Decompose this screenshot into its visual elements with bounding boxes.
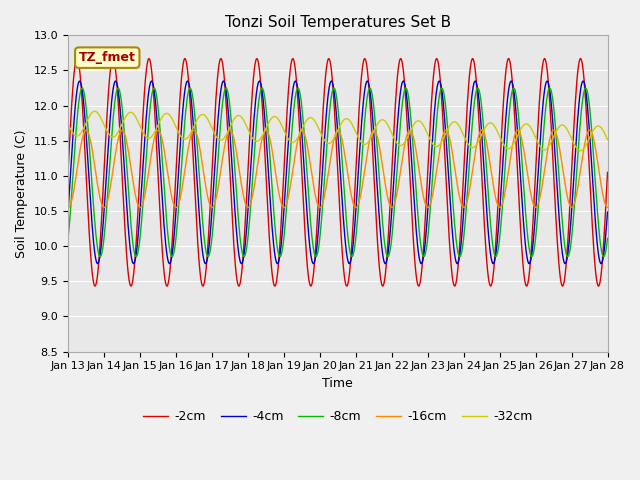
- -2cm: [214, 77, 221, 83]
- -8cm: [419, 252, 427, 258]
- -2cm: [420, 243, 428, 249]
- -4cm: [74, 83, 82, 88]
- -4cm: [310, 261, 317, 266]
- -32cm: [577, 148, 584, 154]
- Line: -8cm: -8cm: [68, 88, 607, 257]
- -4cm: [292, 78, 300, 84]
- -16cm: [190, 127, 198, 133]
- Title: Tonzi Soil Temperatures Set B: Tonzi Soil Temperatures Set B: [225, 15, 451, 30]
- -4cm: [129, 261, 137, 266]
- -8cm: [129, 244, 137, 250]
- -4cm: [420, 247, 428, 253]
- -16cm: [129, 180, 137, 186]
- -32cm: [185, 133, 193, 139]
- -8cm: [212, 176, 220, 182]
- Line: -4cm: -4cm: [68, 81, 607, 264]
- -16cm: [185, 143, 193, 148]
- -2cm: [595, 283, 602, 289]
- -16cm: [172, 204, 180, 210]
- -2cm: [185, 81, 193, 87]
- -32cm: [420, 123, 428, 129]
- -32cm: [64, 121, 72, 127]
- -8cm: [74, 109, 82, 115]
- -32cm: [74, 133, 82, 139]
- -8cm: [184, 90, 192, 96]
- -2cm: [604, 169, 611, 175]
- Line: -2cm: -2cm: [68, 59, 607, 286]
- -16cm: [214, 185, 222, 191]
- X-axis label: Time: Time: [323, 377, 353, 390]
- Legend: -2cm, -4cm, -8cm, -16cm, -32cm: -2cm, -4cm, -8cm, -16cm, -32cm: [138, 405, 538, 428]
- Y-axis label: Soil Temperature (C): Soil Temperature (C): [15, 129, 28, 258]
- -16cm: [74, 162, 82, 168]
- -16cm: [64, 204, 72, 210]
- -16cm: [405, 128, 413, 134]
- -2cm: [73, 56, 81, 61]
- -2cm: [404, 135, 412, 141]
- -8cm: [546, 85, 554, 91]
- -16cm: [420, 198, 428, 204]
- -32cm: [91, 108, 99, 114]
- Text: TZ_fmet: TZ_fmet: [79, 51, 136, 64]
- -32cm: [404, 133, 412, 139]
- -4cm: [604, 209, 611, 215]
- -16cm: [604, 204, 611, 210]
- Line: -16cm: -16cm: [68, 130, 607, 207]
- -8cm: [528, 254, 536, 260]
- -4cm: [405, 116, 413, 121]
- -2cm: [130, 267, 138, 273]
- -8cm: [604, 236, 611, 241]
- -8cm: [403, 87, 411, 93]
- -32cm: [214, 135, 221, 141]
- -32cm: [130, 112, 138, 118]
- -4cm: [64, 209, 72, 215]
- -2cm: [64, 169, 72, 175]
- -32cm: [604, 137, 611, 143]
- -2cm: [75, 60, 83, 65]
- -4cm: [184, 79, 192, 84]
- -4cm: [212, 136, 220, 142]
- -8cm: [64, 236, 72, 241]
- Line: -32cm: -32cm: [68, 111, 607, 151]
